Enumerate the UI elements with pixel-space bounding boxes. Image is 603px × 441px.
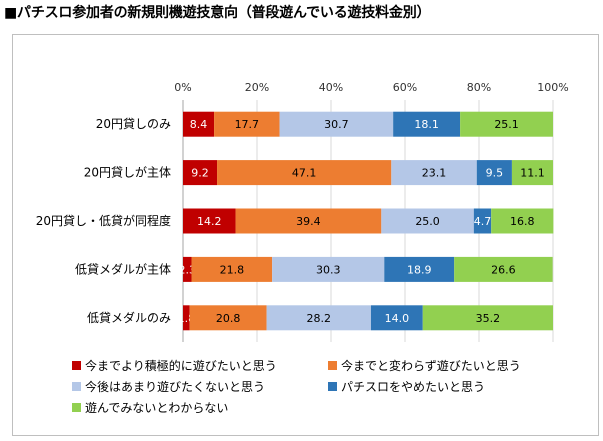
data-label: 4.7: [474, 215, 492, 228]
bar-segment: [214, 111, 280, 137]
x-tick-label: 0%: [174, 81, 191, 94]
data-label: 18.1: [414, 118, 439, 131]
legend-item-quit: パチスロをやめたいと思う: [328, 378, 485, 395]
bar-segment: [454, 256, 553, 282]
data-label: 47.1: [292, 167, 317, 180]
bar-segment: [491, 208, 554, 234]
legend-label-same: 今までと変わらず遊びたいと思う: [341, 359, 521, 373]
data-label: 9.5: [486, 167, 504, 180]
bar-segment: [183, 160, 218, 186]
bar-segment: [476, 160, 512, 186]
data-label: 21.8: [220, 263, 245, 276]
data-label: 14.2: [197, 215, 222, 228]
x-tick-label: 20%: [245, 81, 269, 94]
legend-label-less: 今後はあまり遊びたくないと思う: [85, 380, 266, 394]
data-label: 30.7: [324, 118, 349, 131]
bar-segment: [266, 305, 371, 331]
data-label: 35.2: [476, 312, 501, 325]
bar-segment: [183, 208, 236, 234]
data-label: 14.0: [385, 312, 410, 325]
data-label: 39.4: [296, 215, 321, 228]
data-label: 26.6: [491, 263, 516, 276]
bar-segment: [279, 111, 394, 137]
x-tick-label: 80%: [467, 81, 491, 94]
data-label: 18.9: [407, 263, 432, 276]
data-label: 16.8: [510, 215, 535, 228]
chart-legend: 今までより積極的に遊びたいと思う 今までと変わらず遊びたいと思う 今後はあまり遊…: [72, 357, 572, 427]
bar-segment: [183, 256, 192, 282]
legend-item-less: 今後はあまり遊びたくないと思う: [72, 378, 265, 395]
bar-segment: [235, 208, 382, 234]
legend-label-quit: パチスロをやめたいと思う: [341, 380, 486, 394]
legend-swatch-unknown: [72, 403, 81, 412]
legend-label-more: 今までより積極的に遊びたいと思う: [85, 359, 277, 373]
data-label: 25.1: [494, 118, 519, 131]
category-label: 20円貸しのみ: [96, 116, 171, 131]
legend-label-unknown: 遊んでみないとわからない: [85, 401, 229, 415]
bar-segment: [391, 160, 477, 186]
data-label: 30.3: [316, 263, 341, 276]
legend-swatch-less: [72, 382, 81, 391]
chart-title: ■パチスロ参加者の新規則機遊技意向（普段遊んでいる遊技料金別）: [4, 5, 431, 21]
data-label: 11.1: [520, 167, 545, 180]
bar-segment: [473, 208, 492, 234]
data-label: 9.2: [191, 167, 209, 180]
data-label: 23.1: [422, 167, 447, 180]
bar-segment: [393, 111, 461, 137]
legend-swatch-same: [328, 361, 337, 370]
x-tick-label: 100%: [537, 81, 568, 94]
bar-segment: [189, 305, 267, 331]
legend-item-same: 今までと変わらず遊びたいと思う: [328, 357, 521, 374]
category-label: 20円貸しが主体: [84, 165, 171, 180]
bar-segment: [422, 305, 553, 331]
bar-segment: [384, 256, 455, 282]
chart-frame: [12, 34, 599, 436]
bar-segment: [217, 160, 392, 186]
legend-item-more: 今までより積極的に遊びたいと思う: [72, 357, 277, 374]
legend-item-unknown: 遊んでみないとわからない: [72, 399, 228, 416]
x-tick-label: 40%: [319, 81, 343, 94]
data-label: 28.2: [307, 312, 332, 325]
data-label: 25.0: [415, 215, 440, 228]
x-tick-label: 60%: [393, 81, 417, 94]
bar-segment: [183, 305, 190, 331]
legend-swatch-quit: [328, 382, 337, 391]
bar-segment: [272, 256, 385, 282]
data-label: 17.7: [235, 118, 260, 131]
bar-segment: [460, 111, 553, 137]
bar-segment: [511, 160, 553, 186]
bar-segment: [370, 305, 423, 331]
bar-segment: [381, 208, 474, 234]
legend-swatch-more: [72, 361, 81, 370]
category-label: 20円貸し・低貸が同程度: [36, 213, 171, 228]
data-label: 8.4: [190, 118, 208, 131]
bar-segment: [183, 111, 215, 137]
bar-segment: [191, 256, 273, 282]
category-label: 低貸メダルが主体: [75, 261, 171, 276]
data-label: 20.8: [216, 312, 241, 325]
category-label: 低貸メダルのみ: [87, 310, 171, 325]
